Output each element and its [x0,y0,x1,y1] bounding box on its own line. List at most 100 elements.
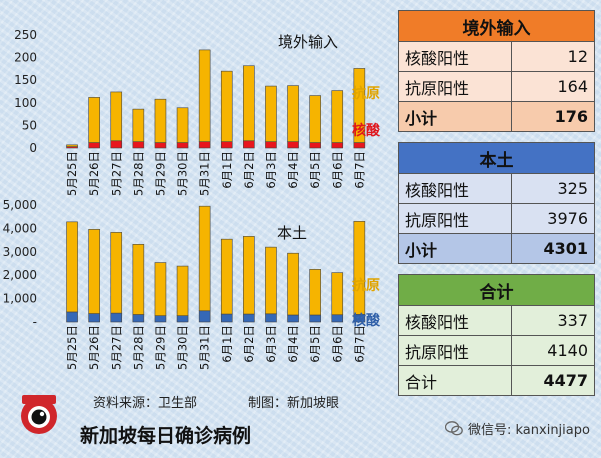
x-tick-label: 5月31日 [198,325,212,370]
bar-antigen [331,90,344,143]
panel-row: 核酸阳性 12 [398,41,595,72]
bar-nucleic [287,314,299,323]
total-label: 小计 [398,101,512,132]
bar-antigen [309,269,321,316]
maker-label: 制图：新加坡眼 [248,396,340,411]
x-tick-label: 6月2日 [242,325,256,363]
x-tick-label: 6月5日 [308,151,322,189]
x-tick-label: 6月4日 [286,151,300,189]
source-label: 资料来源：卫生部 [93,396,198,411]
y-tick-label: 4,000 [3,221,37,235]
x-tick-label: 6月6日 [330,325,344,363]
x-tick-label: 6月3日 [264,325,278,363]
x-tick-label: 5月30日 [176,151,190,196]
y-tick-label: 100 [14,96,37,110]
bar-antigen [176,107,189,143]
panel-row: 抗原阳性 3976 [398,203,595,234]
panel-title: 本土 [398,142,595,174]
panel-row: 核酸阳性 337 [398,305,595,336]
bar-antigen [353,221,366,315]
row-value: 4140 [511,335,595,366]
bar-nucleic [243,313,255,323]
panel-total-row: 小计 176 [398,101,595,132]
panel-row: 抗原阳性 164 [398,71,595,102]
bar-antigen [287,85,299,142]
bar-antigen [220,238,233,315]
row-value: 3976 [511,203,595,234]
bar-nucleic [176,142,189,149]
bottom-title: 新加坡每日确诊病例 [80,425,252,447]
chart-title: 本土 [277,224,307,242]
bar-antigen [88,97,100,143]
bar-antigen [353,68,366,143]
bar-antigen [132,108,145,142]
bar-nucleic [66,311,78,323]
x-tick-label: 5月28日 [131,325,145,370]
total-cases-panel: 合计 核酸阳性 337 抗原阳性 4140 合计 4477 [398,274,595,396]
bar-nucleic [198,310,211,323]
x-tick-label: 5月27日 [109,151,123,196]
row-value: 12 [511,41,595,72]
y-tick-label: 150 [14,73,37,87]
wechat-id: 微信号: kanxinjiapo [468,423,590,438]
row-value: 325 [511,173,595,204]
bar-nucleic [243,140,255,149]
total-value: 4477 [511,365,595,396]
bar-antigen [265,85,277,142]
y-tick-label: 1,000 [3,292,37,306]
bar-nucleic [331,142,344,149]
bar-antigen [154,98,167,143]
bar-nucleic [220,141,233,149]
bar-antigen [176,265,189,316]
x-tick-label: 5月29日 [153,325,167,370]
legend-antigen: 抗原 [352,277,380,294]
x-tick-label: 6月6日 [330,151,344,189]
local-cases-panel: 本土 核酸阳性 325 抗原阳性 3976 小计 4301 [398,142,595,264]
panel-header-row: 本土 [398,142,595,174]
legend-nucleic: 核酸 [352,312,381,329]
panel-total-row: 小计 4301 [398,233,595,264]
chart-title: 境外输入 [278,33,338,51]
row-label: 抗原阳性 [398,335,512,366]
row-value: 164 [511,71,595,102]
y-tick-label: 3,000 [3,245,37,259]
bar-nucleic [309,142,321,149]
bar-nucleic [353,142,366,149]
y-tick-label: 200 [14,51,37,65]
bar-antigen [243,65,255,142]
bar-nucleic [331,314,344,323]
x-tick-label: 6月3日 [264,151,278,189]
y-tick-label: 2,000 [3,268,37,282]
case-bar-charts: 0 50 100 150 200 250 5月25日 5月26日 5月27日 5月28日 5月29日… [3,28,381,370]
bar-antigen [331,272,344,316]
bar-nucleic [154,142,167,149]
panel-row: 抗原阳性 4140 [398,335,595,366]
x-tick-label: 6月7日 [352,325,366,363]
bar-antigen [309,95,321,143]
x-tick-label: 6月5日 [308,325,322,363]
bar-antigen [198,49,211,142]
bar-nucleic [287,141,299,149]
bar-nucleic [88,313,100,323]
xinjiapo-eye-logo [21,395,57,434]
total-label: 合计 [398,365,512,396]
bar-nucleic [220,313,233,323]
panel-header-row: 境外输入 [398,10,595,42]
x-tick-label: 6月2日 [242,151,256,189]
row-label: 核酸阳性 [398,41,512,72]
legend-antigen: 抗原 [352,85,380,102]
bar-antigen [66,144,78,147]
bar-nucleic [154,315,167,323]
bar-antigen [66,221,78,313]
bar-nucleic [265,313,277,323]
y-tick-label: 0 [29,141,37,155]
bar-nucleic [309,314,321,323]
y-tick-label: - [33,315,37,329]
bar-nucleic [265,141,277,149]
bar-antigen [220,70,233,142]
bar-antigen [110,232,123,314]
bar-antigen [132,244,145,315]
row-label: 核酸阳性 [398,173,512,204]
bar-nucleic [88,142,100,149]
x-tick-label: 5月31日 [198,151,212,196]
